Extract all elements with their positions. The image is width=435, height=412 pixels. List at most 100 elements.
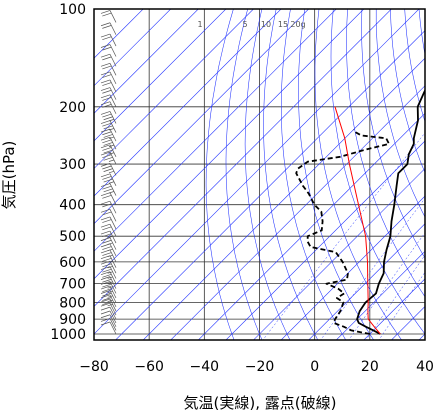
wind-barb-flag	[100, 71, 111, 76]
wind-barb-flag	[102, 122, 112, 127]
wind-barb	[100, 128, 117, 142]
y-tick-label: 200	[59, 100, 86, 116]
wind-barb	[100, 94, 117, 107]
wind-barb	[100, 183, 117, 196]
wind-barb-flag	[100, 314, 111, 319]
mixing-ratio-line	[378, 271, 425, 340]
wind-barb-flag	[100, 10, 111, 14]
wind-barb-flag	[100, 151, 111, 156]
wind-barb-flag	[100, 216, 111, 221]
x-tick-label: 0	[310, 359, 319, 375]
wind-barb-staff	[109, 10, 117, 23]
x-tick-label: −80	[79, 359, 109, 375]
wind-barb-flag	[103, 168, 113, 172]
wind-barb-half-flag	[108, 144, 115, 147]
wind-barb	[100, 216, 117, 230]
wind-barb	[100, 306, 117, 320]
wind-barb-flag	[102, 226, 112, 231]
wind-barb-staff	[109, 310, 117, 324]
wind-barb-staff	[109, 151, 117, 165]
wind-barb	[100, 111, 117, 124]
wind-barb-flag	[102, 89, 112, 94]
wind-barb-flag	[102, 56, 112, 61]
isotherm-line	[363, 278, 425, 340]
wind-barbs	[100, 0, 117, 335]
x-axis-title: 気温(実線), 露点(破線)	[184, 394, 337, 412]
wind-barb-flag	[103, 125, 113, 130]
wind-barb-staff	[109, 266, 117, 279]
wind-barb-flag	[102, 297, 112, 301]
wind-barb	[100, 151, 117, 165]
isotherm-line	[94, 9, 337, 252]
wind-barb-staff	[109, 298, 117, 312]
dry-adiabat	[205, 9, 235, 340]
wind-barb-flag	[100, 302, 111, 307]
wind-barb-staff	[109, 94, 117, 107]
wind-barb-flag	[102, 25, 112, 29]
mixing-ratio-labels: 1 5 10 15 20g	[197, 20, 305, 29]
isotherm-line	[142, 57, 425, 340]
wind-barb-flag	[100, 271, 111, 275]
wind-barb	[100, 321, 117, 335]
temperature-line	[356, 88, 425, 335]
x-tick-label: −20	[245, 359, 275, 375]
isotherm-line	[94, 9, 420, 335]
wind-barb-flag	[102, 263, 112, 268]
wind-barb-flag	[102, 12, 112, 17]
wind-barb-staff	[115, 9, 116, 10]
wind-barb-flag	[102, 252, 112, 256]
wind-barb-flag	[103, 142, 113, 146]
wind-barb-staff	[109, 261, 117, 274]
isotherm-line	[225, 140, 425, 340]
wind-barb-half-flag	[107, 254, 113, 258]
wind-barb	[100, 298, 117, 312]
wind-barb-staff	[109, 120, 117, 133]
wind-barb-half-flag	[107, 242, 113, 245]
wind-barb-half-flag	[107, 276, 113, 279]
isotherm-line	[115, 30, 425, 340]
isotherm-line	[197, 112, 425, 340]
wind-barb-half-flag	[108, 170, 115, 174]
wind-barb-staff	[109, 285, 117, 299]
wind-barb	[100, 276, 117, 289]
wind-barb-flag	[100, 136, 111, 141]
mixing-ratio-line	[262, 132, 425, 340]
wind-barb	[100, 192, 117, 205]
wind-barb-staff	[109, 79, 117, 93]
wind-barb	[100, 136, 117, 150]
wind-barb	[100, 44, 117, 57]
wind-barb-flag	[100, 63, 111, 67]
wind-barb-flag	[100, 200, 111, 205]
wind-barb-flag	[100, 276, 111, 280]
y-tick-label: 100	[59, 2, 86, 18]
plot-frame	[93, 8, 426, 341]
mixing-ratio-label: 10	[261, 20, 271, 29]
isotherm-line	[170, 85, 425, 340]
x-tick-labels: −80 −60 −40 −20 0 20 40	[79, 359, 434, 375]
wind-barb	[100, 10, 117, 23]
wind-barb	[100, 22, 117, 35]
wind-barb	[100, 230, 117, 244]
wind-barb-staff	[109, 63, 117, 76]
wind-barb	[100, 120, 117, 133]
wind-barb-flag	[102, 239, 112, 244]
dry-adiabat	[404, 9, 425, 123]
isotherm-line	[94, 9, 282, 197]
wind-barb	[100, 71, 117, 85]
wind-barb	[100, 53, 117, 67]
wind-barb-flag	[100, 237, 111, 241]
wind-barb-half-flag	[107, 295, 113, 298]
dry-adiabat	[330, 9, 425, 335]
wind-barb-staff	[109, 224, 117, 237]
wind-barb-flag	[102, 131, 112, 136]
wind-barb-flag	[102, 194, 112, 199]
wind-barb-flag	[100, 306, 111, 311]
wind-barb-staff	[109, 111, 117, 124]
dry-adiabat	[346, 9, 425, 298]
wind-barb-half-flag	[108, 159, 115, 162]
mixing-ratio-label: 1	[197, 20, 202, 29]
wind-barb-flag	[102, 0, 111, 3]
wind-barb	[100, 144, 117, 157]
wind-barb-flag	[102, 283, 112, 288]
